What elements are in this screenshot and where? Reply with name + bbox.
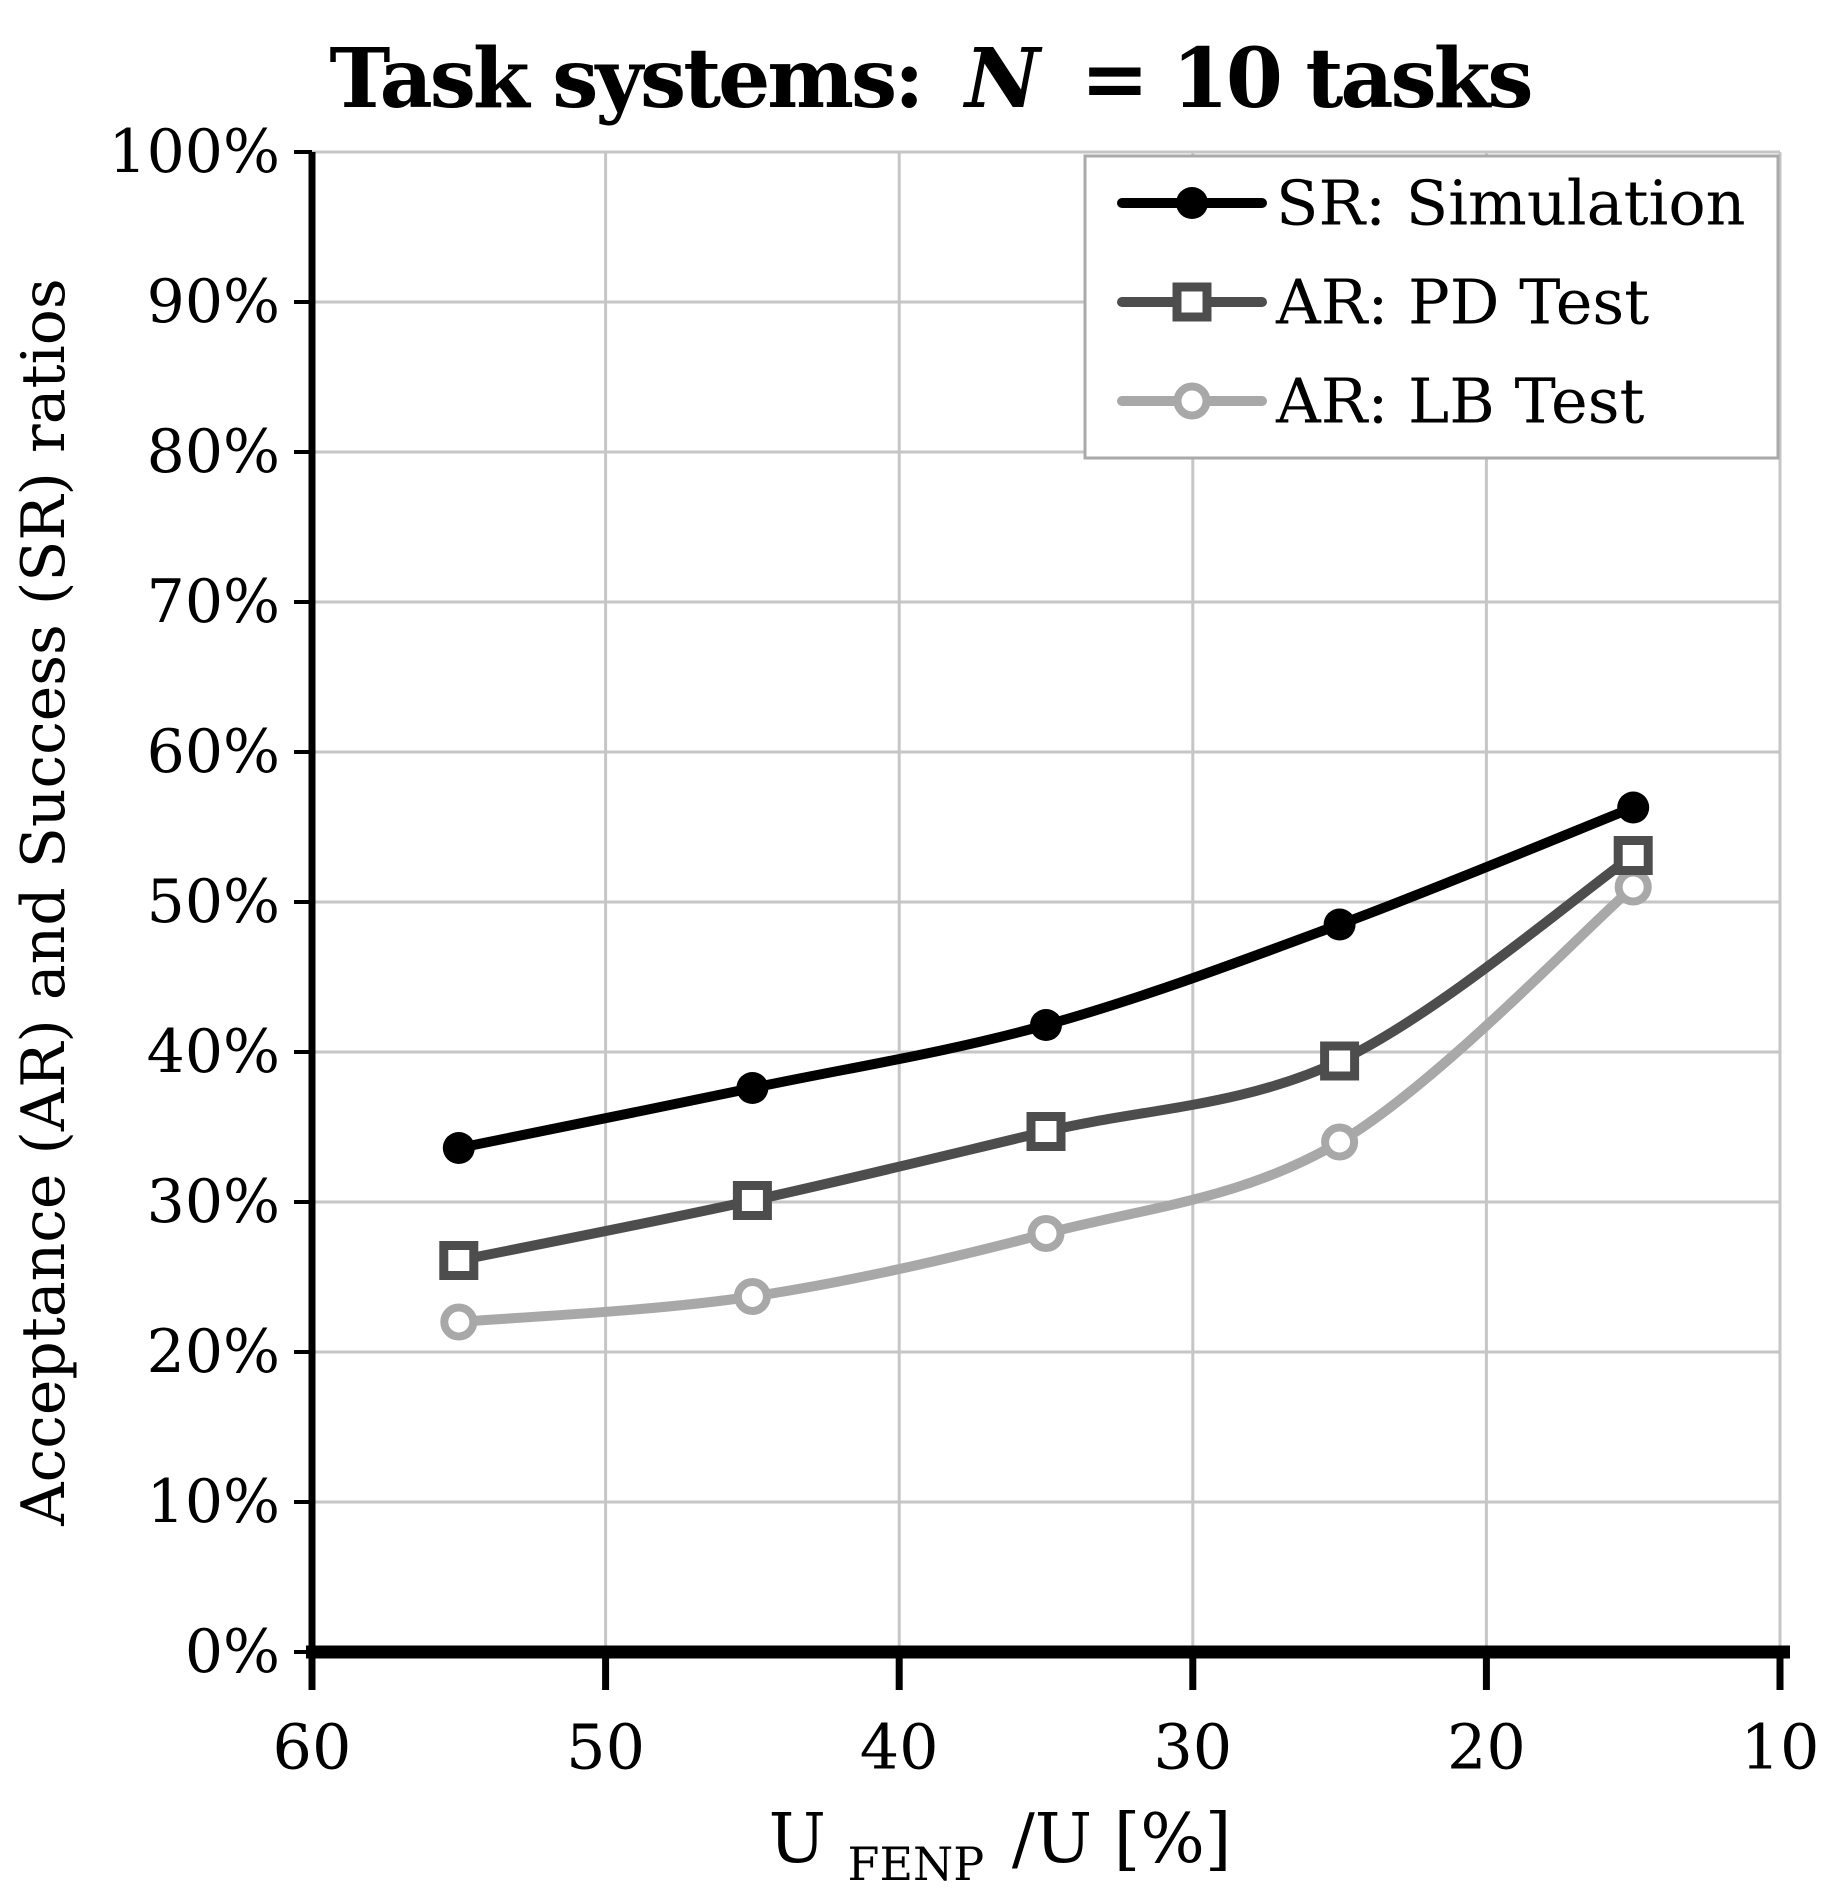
data-point-marker [1173,382,1211,420]
legend-item-label: AR: PD Test [1275,266,1649,339]
x-tick-label: 30 [1153,1711,1232,1784]
data-point-marker [1026,1112,1066,1151]
gridlines [312,150,1782,1652]
series-ar-lb-test [440,868,1652,1341]
x-tick-label: 10 [1741,1711,1820,1784]
legend-item: SR: Simulation [1117,167,1746,240]
x-axis-title-base: U [769,1800,826,1879]
y-tick-label: 50% [147,867,280,937]
y-tick-label: 10% [147,1467,280,1537]
y-tick-label: 0% [185,1617,280,1687]
x-tick-label: 60 [273,1711,352,1784]
legend-item: AR: PD Test [1117,266,1649,339]
data-point-marker [1030,1009,1062,1041]
chart-title-prefix: Task systems: [329,31,921,127]
data-point-marker [1172,282,1212,322]
data-point-marker [736,1072,769,1104]
legend-item: AR: LB Test [1117,365,1645,438]
data-point-marker [1176,187,1208,219]
y-tick-label: 70% [147,567,280,637]
data-point-marker [1323,908,1356,941]
legend: SR: Simulation AR: PD Test AR: LB Test [1083,154,1780,460]
x-tick-label: 50 [566,1711,645,1784]
y-axis-title: Acceptance (AR) and Success (SR) ratios [9,278,79,1526]
series-line [453,882,1639,1327]
data-point-marker [1614,868,1652,906]
y-tick-label: 60% [147,717,280,787]
y-tick-label: 40% [147,1017,280,1087]
data-point-marker [442,1132,475,1164]
axis-lines [306,152,1790,1659]
y-tick-labels: 0% 10% 20% 30% 40% 50% 60% 70% 80% 90% 100% [108,117,280,1687]
data-point-marker [440,1303,478,1341]
legend-item-label: SR: Simulation [1276,167,1746,240]
data-point-marker [732,1181,772,1220]
y-tick-label: 80% [147,417,280,487]
data-point-marker [1617,791,1650,824]
x-axis-title: U FENP /U [%] [769,1800,1232,1897]
series-line [453,802,1639,1153]
plot-series [439,791,1653,1341]
data-point-marker [1613,836,1653,875]
data-point-marker [733,1278,771,1315]
chart-title: Task systems: N = 10 tasks [329,31,1530,127]
series-sr-simulation [442,791,1650,1164]
x-axis-title-subscript: FENP [848,1837,985,1891]
data-point-marker [1321,1123,1359,1161]
chart-title-suffix: = 10 tasks [1081,31,1531,127]
x-axis-title-rest: /U [%] [1012,1800,1232,1879]
data-point-marker [1320,1041,1360,1081]
y-tick-label: 90% [147,267,280,337]
x-tick-label: 40 [860,1711,939,1784]
x-tick-labels: 60 50 40 30 20 10 [273,1711,1820,1784]
series-ar-pd-test [439,836,1653,1280]
y-tick-label: 30% [147,1167,280,1237]
x-tick-label: 20 [1447,1711,1526,1784]
y-tick-label: 100% [108,117,280,187]
chart-title-emphasis: N [962,31,1043,127]
y-tick-label: 20% [147,1317,280,1387]
legend-item-label: AR: LB Test [1275,365,1645,438]
data-point-marker [439,1241,479,1280]
data-point-marker [1027,1215,1065,1252]
